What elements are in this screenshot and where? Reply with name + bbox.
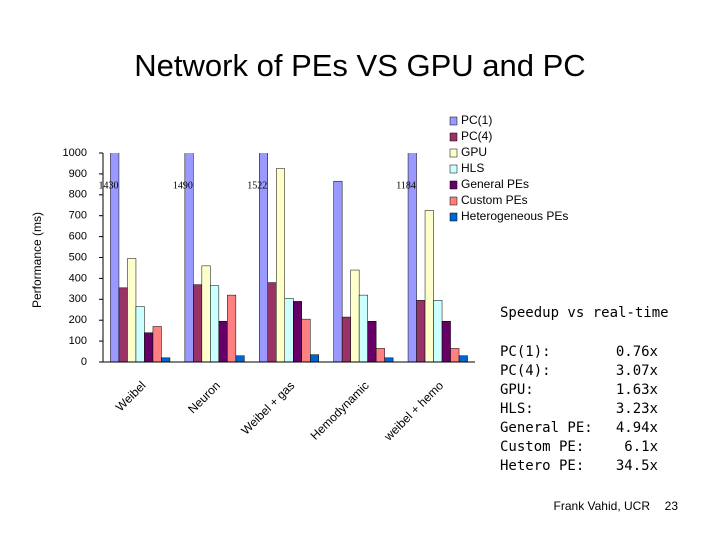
bar [458,355,468,363]
speedup-value: 4.94x [615,420,658,436]
bar [384,357,394,363]
bar [193,284,203,363]
speedup-label: General PE: [500,420,593,436]
bar [284,298,294,363]
y-tick-label: 800 [69,189,87,201]
bar [293,301,302,363]
speedup-value: 3.23x [615,401,658,417]
bar [267,282,277,363]
bar [416,300,426,363]
y-tick-label: 300 [69,293,87,305]
bar [227,294,237,363]
bar [441,320,451,363]
y-axis-label: Performance (ms) [30,212,44,308]
legend-label: PC(4) [461,129,492,143]
data-label: 1430 [98,180,118,191]
speedup-value: 34.5x [615,458,658,474]
legend-swatch [449,212,458,222]
bar [201,265,211,363]
data-label: 1184 [396,180,416,191]
bar [341,316,351,363]
speedup-label: Hetero PE: [500,458,585,474]
y-tick-label: 200 [69,314,87,326]
page-number: 23 [665,499,679,513]
bar [152,326,162,363]
bar [375,348,385,363]
x-tick-label: weibel + hemo [381,378,447,444]
legend-swatch [449,196,458,206]
y-tick-label: 500 [69,251,87,263]
bar [135,306,145,363]
y-tick-label: 700 [69,210,87,222]
y-tick-label: 600 [69,231,87,243]
bar [367,320,377,363]
legend-swatch [449,148,458,158]
bar [424,210,434,363]
bar [358,294,368,363]
legend-label: PC(1) [461,113,492,127]
bar [333,180,343,363]
footer-author: Frank Vahid, UCR [554,499,651,513]
speedup-label: PC(4): [500,363,551,379]
speedup-label: Custom PE: [500,439,585,455]
y-tick-label: 1000 [63,147,87,159]
speedup-label: PC(1): [500,344,551,360]
bar [310,354,319,363]
legend-label: Custom PEs [461,193,528,207]
legend-swatch [449,132,458,142]
bar [161,357,171,363]
y-tick-label: 100 [69,335,87,347]
speedup-label: GPU: [500,382,534,398]
speedup-value: 6.1x [624,439,658,455]
legend-swatch [449,164,458,174]
legend-label: General PEs [461,177,529,191]
bar [450,348,460,363]
bar [218,320,228,363]
bar [259,153,268,363]
y-tick-label: 900 [69,168,87,180]
legend-swatch [449,116,458,126]
bar [210,285,220,363]
y-tick-label: 0 [81,356,87,368]
x-tick-label: Weibel [113,378,149,414]
legend-swatch [449,180,458,190]
speedup-title: Speedup vs real-time [500,305,669,321]
bar [235,355,245,363]
speedup-value: 1.63x [615,382,658,398]
speedup-label: HLS: [500,401,534,417]
x-tick-label: Neuron [185,378,223,416]
speedup-value: 3.07x [615,363,658,379]
x-tick-label: Weibel + gas [238,378,297,437]
bar [301,318,311,363]
legend-label: HLS [461,161,484,175]
bar [118,287,128,363]
legend-label: Heterogeneous PEs [461,209,568,223]
bar [350,269,360,363]
bar [144,332,154,363]
bar [110,153,120,363]
bar [433,300,443,363]
speedup-value: 0.76x [615,344,658,360]
y-tick-label: 400 [69,272,87,284]
bar [276,168,285,363]
bar [127,258,137,363]
x-tick-label: Hemodynamic [308,378,372,442]
bar [184,153,194,363]
bar [407,153,417,363]
data-label: 1490 [173,180,193,191]
legend-label: GPU [461,145,487,159]
slide-title: Network of PEs VS GPU and PC [134,48,585,83]
data-label: 1522 [247,180,267,191]
